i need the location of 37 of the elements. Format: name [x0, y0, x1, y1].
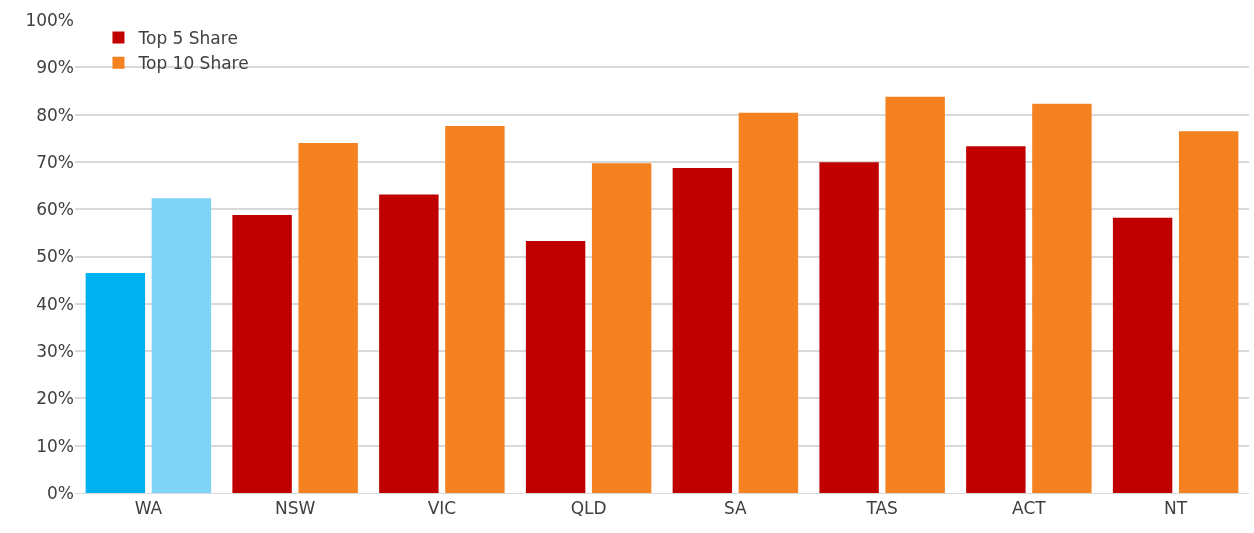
bar	[525, 240, 586, 493]
bar	[1178, 131, 1239, 493]
y-tick-label: 70%	[36, 151, 74, 172]
bar	[232, 214, 292, 493]
x-tick-label: TAS	[865, 498, 898, 519]
y-tick-label: 40%	[36, 293, 74, 314]
bar	[85, 273, 146, 493]
bar	[819, 162, 879, 493]
legend-label: Top 10 Share	[137, 53, 249, 74]
x-tick-label: VIC	[427, 498, 457, 519]
legend-label: Top 5 Share	[137, 28, 238, 49]
y-tick-label: 0%	[47, 482, 74, 503]
y-tick-label: 10%	[36, 435, 74, 456]
bar	[151, 198, 212, 493]
y-tick-label: 100%	[25, 9, 74, 30]
bar	[738, 112, 799, 493]
y-tick-label: 90%	[36, 57, 74, 78]
bar	[379, 194, 439, 493]
bar	[966, 146, 1026, 493]
bar	[1112, 217, 1173, 493]
y-tick-label: 50%	[36, 246, 74, 267]
y-tick-label: 80%	[36, 104, 74, 125]
x-tick-label: ACT	[1012, 498, 1047, 519]
x-tick-label: NSW	[274, 498, 316, 519]
x-tick-label: QLD	[570, 498, 607, 519]
x-tick-label: SA	[724, 498, 748, 519]
y-tick-label: 60%	[36, 199, 74, 220]
x-tick-label: NT	[1164, 498, 1188, 519]
bar	[672, 168, 733, 493]
x-tick-label: WA	[134, 498, 163, 519]
bar	[298, 142, 358, 493]
bar	[445, 125, 505, 493]
bar	[885, 96, 945, 493]
y-tick-label: 30%	[36, 341, 74, 362]
bar	[1032, 103, 1092, 493]
y-tick-label: 20%	[36, 388, 74, 409]
bar	[591, 163, 652, 493]
